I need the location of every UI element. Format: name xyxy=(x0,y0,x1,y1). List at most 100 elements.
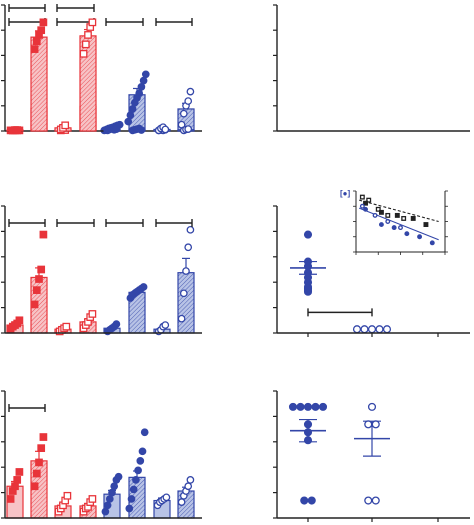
data-point xyxy=(177,498,186,506)
panel-bottom-left xyxy=(1,390,202,519)
data-point xyxy=(88,495,97,503)
data-point xyxy=(184,125,193,133)
data-point xyxy=(81,40,90,49)
data-point xyxy=(186,225,195,234)
data-point xyxy=(30,300,39,309)
data-point xyxy=(114,472,123,481)
data-point xyxy=(300,496,309,505)
data-point xyxy=(112,125,121,133)
data-point xyxy=(303,420,313,429)
bar xyxy=(177,272,195,334)
data-point xyxy=(135,89,144,98)
data-point xyxy=(177,314,186,323)
data-point xyxy=(62,322,71,331)
data-point xyxy=(375,325,384,334)
inset-fit-line xyxy=(358,207,439,241)
data-point xyxy=(32,286,41,294)
inset-data-point xyxy=(404,231,410,237)
data-point xyxy=(15,316,24,325)
data-point xyxy=(184,243,193,252)
inset-data-point xyxy=(378,209,384,215)
data-point xyxy=(303,230,313,239)
data-point xyxy=(311,402,320,411)
data-point xyxy=(108,488,116,497)
data-point xyxy=(13,126,22,135)
data-point xyxy=(303,402,313,411)
panel-middle-left xyxy=(1,205,202,336)
data-point xyxy=(382,325,392,334)
data-point xyxy=(184,97,193,105)
data-point xyxy=(352,325,362,334)
panel-bottom-right xyxy=(273,390,470,522)
data-point xyxy=(303,257,313,266)
data-point xyxy=(318,402,328,411)
inset-data-point xyxy=(359,194,365,200)
data-point xyxy=(88,18,97,27)
data-point xyxy=(88,310,97,318)
data-point xyxy=(39,433,48,441)
data-point xyxy=(101,507,110,516)
inset-legend-label: [●] xyxy=(340,189,350,198)
data-point xyxy=(360,325,369,334)
inset-data-point xyxy=(417,234,423,240)
data-point xyxy=(186,87,195,96)
data-point xyxy=(30,45,39,53)
inset-data-point xyxy=(398,225,403,231)
inset-data-point xyxy=(363,206,368,212)
data-point xyxy=(132,476,140,484)
inset-data-point xyxy=(366,197,372,203)
inset-data-point xyxy=(375,206,381,212)
data-point xyxy=(161,125,170,134)
data-point xyxy=(140,428,149,437)
data-point xyxy=(103,501,112,510)
data-point xyxy=(84,31,92,39)
data-point xyxy=(128,105,137,113)
data-point xyxy=(124,117,133,126)
inset-data-point xyxy=(423,222,429,227)
inset-data-point xyxy=(363,200,368,206)
panel-middle-right: [●] xyxy=(273,189,470,337)
data-point xyxy=(371,496,380,505)
inset-data-point xyxy=(391,225,397,231)
data-point xyxy=(39,18,48,27)
inset-data-point xyxy=(385,219,391,224)
data-point xyxy=(134,466,142,475)
data-point xyxy=(30,482,39,491)
data-point xyxy=(32,37,41,46)
data-point xyxy=(184,482,193,491)
data-point xyxy=(136,456,145,465)
data-point xyxy=(61,121,70,130)
data-point xyxy=(364,496,373,505)
data-point xyxy=(11,482,19,491)
data-point xyxy=(139,283,148,291)
inset-fit-line xyxy=(359,199,439,223)
inset-data-point xyxy=(410,215,416,221)
data-point xyxy=(307,496,316,505)
data-point xyxy=(138,447,147,456)
inset-data-point xyxy=(429,240,435,246)
data-point xyxy=(63,491,72,500)
data-point xyxy=(367,325,377,334)
data-point xyxy=(137,126,146,134)
data-point xyxy=(79,49,88,58)
data-point xyxy=(162,493,171,502)
data-point xyxy=(105,495,114,503)
data-point xyxy=(141,70,150,79)
data-point xyxy=(37,444,46,453)
data-point xyxy=(126,111,135,120)
data-point xyxy=(303,436,313,445)
data-point xyxy=(39,230,48,239)
data-point xyxy=(37,265,46,274)
data-point xyxy=(303,428,313,437)
data-point xyxy=(161,321,170,329)
data-point xyxy=(296,402,305,411)
inset-data-point xyxy=(401,215,407,221)
data-point xyxy=(182,267,190,275)
inset-data-point xyxy=(372,212,378,218)
panel-top-right xyxy=(6,4,470,135)
data-point xyxy=(179,289,188,298)
inset-data-point xyxy=(378,222,384,227)
data-point xyxy=(37,26,46,35)
data-point xyxy=(112,320,121,328)
data-point xyxy=(6,495,15,503)
